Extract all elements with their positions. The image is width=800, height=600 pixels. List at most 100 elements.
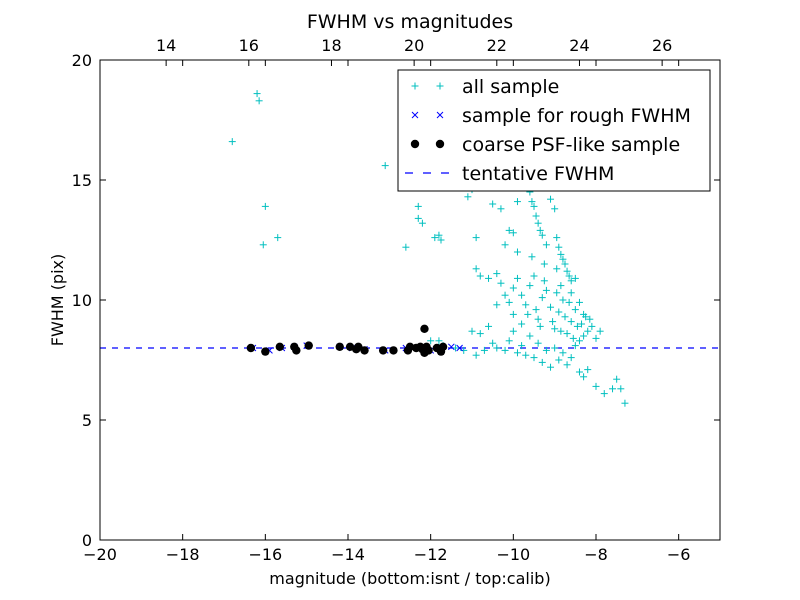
plot-frame <box>99 59 721 541</box>
legend-frame <box>397 69 711 192</box>
legend-entry-psf-like: coarse PSF-like sample <box>462 134 680 156</box>
y-tick-label: 0 <box>82 531 92 550</box>
all-sample-point <box>584 327 592 335</box>
all-sample-point <box>575 337 583 345</box>
all-sample-point <box>584 366 592 374</box>
y-tick-label: 10 <box>72 291 92 310</box>
all-sample-point <box>536 322 544 330</box>
all-sample-point <box>259 241 267 249</box>
all-sample-point <box>617 385 625 393</box>
all-sample-point <box>509 310 517 318</box>
all-sample-point <box>555 356 563 364</box>
all-sample-point <box>528 253 536 261</box>
all-sample-point <box>435 231 443 239</box>
all-sample-point <box>513 349 521 357</box>
x-tick-label: −8 <box>584 545 608 564</box>
all-sample-point <box>509 284 517 292</box>
all-sample-point <box>563 267 571 275</box>
top-tick-label: 18 <box>321 36 341 55</box>
all-sample-point <box>253 90 261 98</box>
all-sample-point <box>530 354 538 362</box>
ticks-layer: −20 −18 −16 −14 −12 −10 −8 −6 0 5 10 15 20 14 16 18 20 22… <box>72 36 720 564</box>
all-sample-point <box>586 315 594 323</box>
all-sample-point <box>561 313 569 321</box>
all-sample-point <box>571 306 579 314</box>
all-sample-point <box>274 234 282 242</box>
all-sample-point <box>551 344 559 352</box>
all-sample-point <box>567 277 575 285</box>
all-sample-point <box>485 274 493 282</box>
all-sample-point <box>497 205 505 213</box>
all-sample-point <box>501 241 509 249</box>
y-tick-label: 15 <box>72 171 92 190</box>
all-sample-point <box>553 289 561 297</box>
legend: all sample sample for rough FWHM coarse … <box>397 69 711 192</box>
all-sample-point <box>493 301 501 309</box>
all-sample-point <box>505 298 513 306</box>
all-sample-point <box>505 337 513 345</box>
all-sample-point <box>381 162 389 170</box>
all-sample-point <box>621 399 629 407</box>
y-axis-label: FWHM (pix) <box>48 254 67 347</box>
all-sample-point <box>547 303 555 311</box>
all-sample-point <box>509 327 517 335</box>
all-sample-point <box>418 219 426 227</box>
all-sample-point <box>613 375 621 383</box>
all-sample-point <box>427 337 435 345</box>
all-sample-point <box>547 195 555 203</box>
legend-marker-all-sample <box>436 82 444 90</box>
all-sample-point <box>518 291 526 299</box>
all-sample-point <box>228 138 236 146</box>
all-sample-point <box>573 322 581 330</box>
all-sample-point <box>551 325 559 333</box>
all-sample-point <box>532 212 540 220</box>
legend-entry-all-sample: all sample <box>462 76 559 98</box>
x-b <box>436 111 444 119</box>
all-sample-point <box>547 363 555 371</box>
all-sample-point <box>435 337 443 345</box>
all-sample-point <box>501 291 509 299</box>
series-psf-like <box>246 324 448 357</box>
all-sample-point <box>476 272 484 280</box>
all-sample-point <box>561 260 569 268</box>
all-sample-point <box>476 330 484 338</box>
all-sample-point <box>542 241 550 249</box>
all-sample-point <box>551 205 559 213</box>
psf-like-point <box>275 342 284 351</box>
all-sample-point <box>542 346 550 354</box>
rough-fwhm-point <box>456 344 463 352</box>
all-sample-point <box>559 349 567 357</box>
all-sample-point <box>588 322 596 330</box>
all-sample-point <box>559 255 567 263</box>
all-sample-point <box>559 296 567 304</box>
all-sample-point <box>534 219 542 227</box>
series-layer <box>100 90 720 407</box>
psf-like-point <box>304 341 313 350</box>
all-sample-point <box>497 279 505 287</box>
all-sample-point <box>480 346 488 354</box>
all-sample-point <box>513 198 521 206</box>
all-sample-point <box>532 306 540 314</box>
all-sample-point <box>534 339 542 347</box>
all-sample-point <box>571 342 579 350</box>
top-tick-label: 16 <box>239 36 259 55</box>
all-sample-point <box>563 330 571 338</box>
all-sample-point <box>493 344 501 352</box>
x-tick-label: −20 <box>83 545 117 564</box>
all-sample-point <box>489 339 497 347</box>
all-sample-point <box>261 202 269 210</box>
all-sample-point <box>501 346 509 354</box>
all-sample-point <box>464 193 472 201</box>
all-sample-point <box>513 274 521 282</box>
psf-like-point <box>354 342 363 351</box>
all-sample-point <box>414 214 422 222</box>
x-tick-label: −14 <box>331 545 365 564</box>
all-sample-point <box>522 351 530 359</box>
all-sample-point <box>578 320 586 328</box>
all-sample-point <box>557 282 565 290</box>
all-sample-point <box>569 334 577 342</box>
psf-like-point <box>335 342 344 351</box>
all-sample-point <box>549 318 557 326</box>
legend-marker-rough-fwhm <box>411 111 419 119</box>
